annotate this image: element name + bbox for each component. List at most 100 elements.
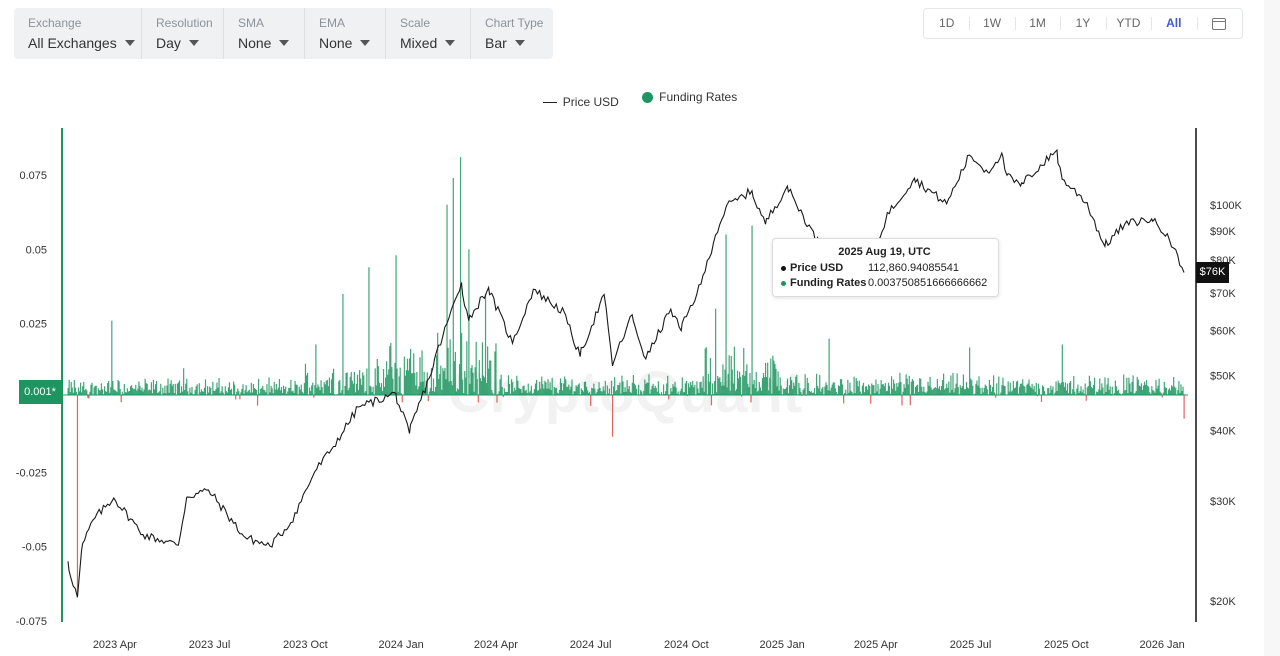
chevron-down-icon (445, 40, 456, 46)
funding-bar (155, 380, 158, 395)
range-1m[interactable]: 1M (1014, 9, 1060, 38)
range-all[interactable]: All (1151, 9, 1196, 38)
funding-bar (492, 392, 494, 395)
legend-funding[interactable]: Funding Rates (642, 90, 737, 104)
funding-bar (216, 382, 218, 395)
funding-bar (671, 391, 673, 395)
funding-bar (1118, 393, 1121, 395)
range-1y[interactable]: 1Y (1060, 9, 1105, 38)
funding-bar (949, 392, 951, 395)
range-ytd[interactable]: YTD (1105, 9, 1151, 38)
funding-bar (522, 386, 524, 395)
ema-select[interactable]: EMA None (305, 8, 386, 59)
funding-bar (212, 381, 214, 395)
funding-bar (752, 384, 754, 395)
funding-bar (737, 378, 740, 395)
chart-type-select[interactable]: Chart Type Bar (471, 8, 553, 59)
funding-bar (190, 392, 192, 395)
funding-bar (994, 392, 996, 395)
funding-bar (553, 386, 555, 395)
funding-bar (835, 391, 837, 395)
funding-bar (163, 393, 165, 395)
chart-type-label: Chart Type (485, 16, 544, 30)
funding-bar (940, 385, 943, 395)
funding-bar (243, 393, 245, 395)
range-1w[interactable]: 1W (969, 9, 1014, 38)
funding-bar (832, 382, 834, 395)
funding-bar (1080, 386, 1082, 395)
funding-bar (436, 355, 438, 395)
sma-select[interactable]: SMA None (224, 8, 305, 59)
funding-bar (1143, 381, 1146, 395)
funding-bar (144, 378, 146, 395)
funding-bar (658, 393, 661, 395)
funding-bar (260, 388, 262, 395)
funding-bar (213, 390, 215, 395)
funding-bar (919, 378, 921, 395)
range-1d[interactable]: 1D (939, 16, 955, 30)
funding-bar (881, 384, 883, 395)
funding-bar (716, 392, 718, 395)
current-price-badge: $76K (1196, 262, 1229, 283)
funding-bar (198, 383, 200, 395)
funding-bar (962, 374, 964, 395)
x-tick-label: 2023 Jul (189, 639, 231, 651)
funding-bar (1021, 383, 1023, 395)
funding-bar (573, 391, 575, 395)
funding-bar (1138, 385, 1140, 395)
funding-bar (1089, 381, 1092, 395)
funding-bar (501, 387, 503, 395)
funding-bar (395, 255, 397, 395)
funding-bar (405, 370, 408, 395)
funding-bar (350, 371, 352, 395)
funding-bar (652, 383, 654, 395)
funding-bar (674, 381, 676, 395)
legend-price[interactable]: Price USD (542, 95, 619, 109)
funding-bar (98, 390, 100, 395)
funding-bar (531, 393, 534, 395)
funding-bar (928, 385, 930, 395)
funding-bar (236, 391, 238, 395)
funding-bar (439, 373, 441, 395)
funding-bar (69, 391, 71, 395)
funding-bar (184, 389, 186, 395)
funding-bar (177, 382, 180, 395)
funding-bar (547, 379, 549, 395)
page-scrollbar[interactable] (1264, 0, 1280, 656)
funding-bar (813, 387, 816, 395)
funding-bar (777, 371, 779, 395)
funding-bar (214, 390, 216, 395)
funding-bar (87, 395, 89, 398)
funding-bar (698, 393, 700, 395)
chart-legend: Price USD Funding Rates (0, 90, 1280, 109)
funding-bar (880, 380, 882, 395)
funding-bar (542, 384, 544, 395)
funding-bar (1038, 388, 1040, 395)
funding-bar (596, 392, 598, 395)
funding-bar (504, 391, 506, 395)
funding-bar (640, 390, 642, 395)
funding-bar (912, 380, 915, 395)
exchange-select[interactable]: Exchange All Exchanges (14, 8, 142, 59)
funding-bar (945, 388, 947, 395)
funding-bar (1055, 381, 1057, 395)
funding-bar (632, 375, 634, 395)
funding-bar (607, 393, 610, 395)
funding-bar (229, 389, 232, 395)
funding-bar (855, 377, 857, 395)
funding-bar (682, 392, 684, 395)
funding-bar (250, 382, 252, 395)
funding-bar (708, 381, 710, 395)
funding-bar (441, 389, 443, 395)
resolution-select[interactable]: Resolution Day (142, 8, 224, 59)
funding-bar (134, 388, 136, 395)
funding-bar (540, 388, 542, 395)
funding-bar (124, 392, 126, 395)
calendar-button[interactable] (1196, 9, 1242, 38)
funding-bar (772, 355, 774, 395)
funding-bar (554, 388, 556, 395)
funding-bar (785, 387, 788, 395)
funding-bar (207, 386, 209, 395)
scale-select[interactable]: Scale Mixed (386, 8, 471, 59)
